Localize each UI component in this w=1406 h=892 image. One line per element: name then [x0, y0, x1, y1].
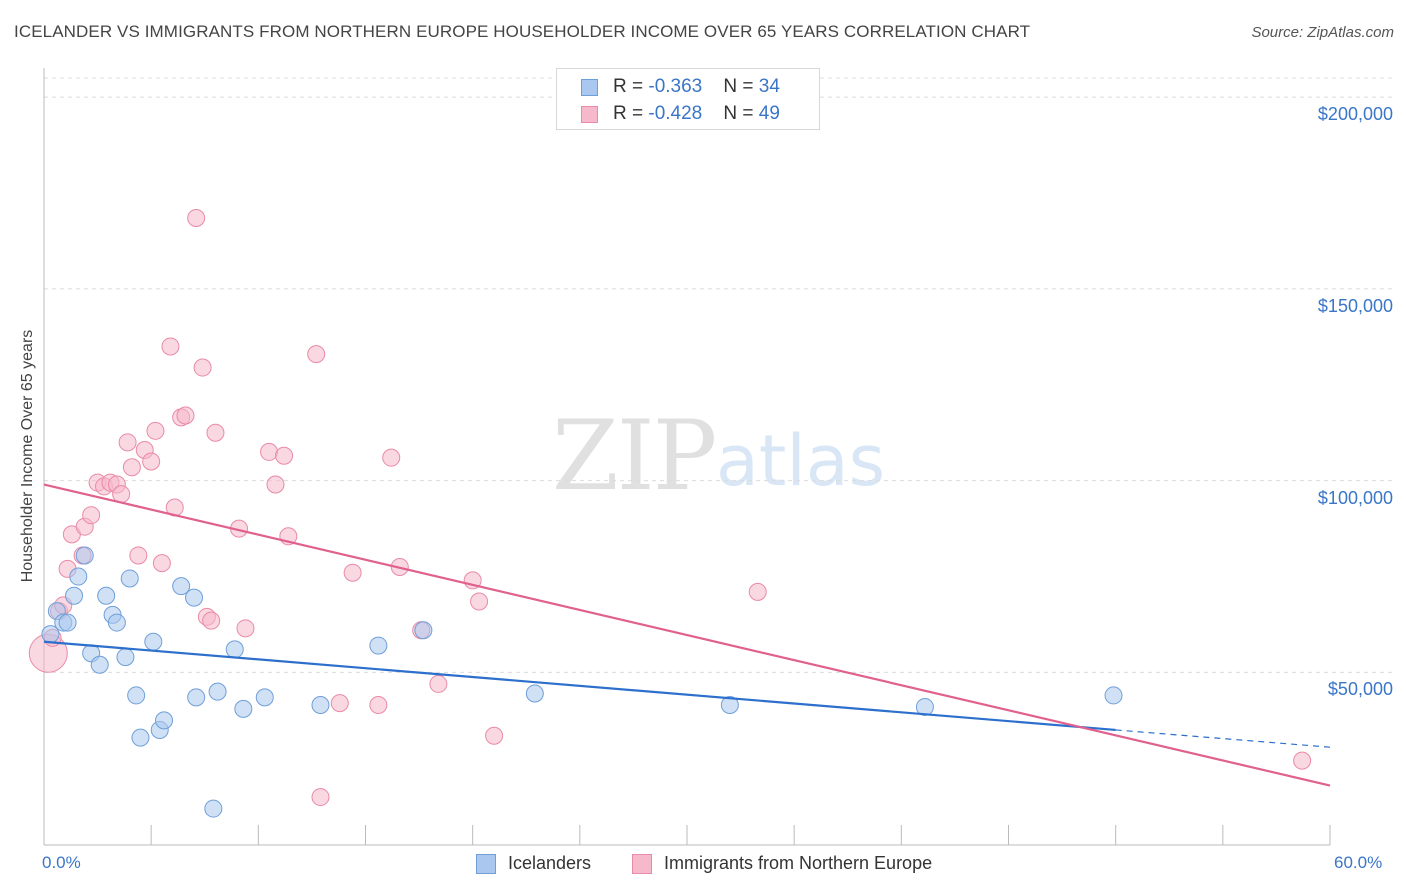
bottom-legend-label-icelanders: Icelanders: [508, 853, 592, 873]
pink-point: [748, 582, 767, 601]
pink-point: [330, 694, 349, 713]
y-tick-label: $50,000: [1327, 679, 1393, 700]
blue-point: [131, 728, 150, 747]
y-tick-label: $100,000: [1317, 487, 1393, 508]
legend-r-label: R =: [613, 103, 649, 124]
pink-point: [485, 726, 504, 745]
icelanders-trend-line: [43, 640, 1116, 732]
watermark-zip: ZIP: [552, 400, 717, 512]
blue-point: [127, 686, 146, 705]
pink-point: [187, 208, 206, 227]
pink-point: [470, 592, 489, 611]
blue-point: [120, 569, 139, 588]
pink-point: [129, 546, 148, 565]
blue-point: [311, 696, 330, 715]
pink-point: [307, 345, 326, 364]
blue-point: [234, 699, 253, 718]
blue-point: [208, 682, 227, 701]
pink-point: [112, 485, 131, 504]
blue-point: [90, 655, 109, 674]
blue-point: [369, 636, 388, 655]
grid-layer: [44, 77, 1394, 673]
pink-point: [260, 442, 279, 461]
legend-n-value-immigrants: 49: [758, 103, 780, 124]
blue-point: [65, 586, 84, 605]
blue-points-layer: [41, 546, 1123, 818]
chart-source: Source: ZipAtlas.com: [1251, 24, 1394, 41]
blue-point: [525, 684, 544, 703]
blue-point: [58, 613, 77, 632]
blue-point: [187, 688, 206, 707]
pink-point: [161, 337, 180, 356]
blue-point: [116, 648, 135, 667]
blue-point: [225, 640, 244, 659]
blue-point: [172, 577, 191, 596]
immigrants-trend-line: [43, 483, 1331, 787]
pink-point: [343, 563, 362, 582]
pink-point: [311, 788, 330, 807]
pink-point: [202, 611, 221, 630]
legend-n-value-icelanders: 34: [758, 76, 780, 97]
pink-point: [122, 458, 141, 477]
legend-n-label: N =: [723, 76, 759, 97]
y-axis-label: Householder Income Over 65 years: [19, 329, 36, 583]
blue-point: [414, 621, 433, 640]
x-tick-label-min: 0.0%: [42, 853, 81, 872]
blue-point: [185, 588, 204, 607]
icelanders-trend-extension: [1115, 729, 1331, 748]
pink-point: [152, 554, 171, 573]
pink-points-layer: [28, 208, 1312, 807]
pink-point: [1293, 751, 1312, 770]
pink-point: [193, 358, 212, 377]
pink-point: [382, 448, 401, 467]
y-tick-label: $150,000: [1317, 295, 1393, 316]
chart-title: ICELANDER VS IMMIGRANTS FROM NORTHERN EU…: [14, 22, 1031, 41]
blue-point: [915, 697, 934, 716]
blue-point: [107, 613, 126, 632]
legend-r-value-icelanders: -0.363: [648, 76, 703, 97]
blue-point: [97, 586, 116, 605]
blue-point: [144, 632, 163, 651]
pink-point: [176, 406, 195, 425]
legend-r-label: R =: [613, 76, 649, 97]
axis-layer: [43, 68, 1331, 846]
pink-swatch-icon: [581, 106, 598, 123]
pink-point: [429, 674, 448, 693]
trend-layer: [43, 483, 1331, 787]
pink-point: [118, 433, 137, 452]
y-tick-label: $200,000: [1317, 104, 1393, 125]
blue-point: [155, 711, 174, 730]
blue-point: [69, 567, 88, 586]
blue-point: [255, 688, 274, 707]
blue-swatch-icon: [476, 854, 496, 874]
bottom-legend-label-immigrants: Immigrants from Northern Europe: [664, 853, 933, 873]
pink-point: [369, 696, 388, 715]
pink-point: [236, 619, 255, 638]
legend-r-value-immigrants: -0.428: [648, 103, 703, 124]
blue-point: [1104, 686, 1123, 705]
blue-point: [75, 546, 94, 565]
blue-swatch-icon: [581, 79, 598, 96]
x-tick-label-max: 60.0%: [1334, 853, 1383, 872]
pink-point: [146, 421, 165, 440]
pink-point: [206, 423, 225, 442]
pink-point: [82, 506, 101, 525]
pink-point: [266, 475, 285, 494]
pink-point: [142, 452, 161, 471]
correlation-legend: R = -0.363 N = 34 R = -0.428 N = 49: [556, 68, 820, 130]
legend-n-label: N =: [723, 103, 759, 124]
watermark-atlas: atlas: [716, 420, 886, 502]
pink-point: [275, 446, 294, 465]
blue-point: [720, 696, 739, 715]
blue-point: [204, 799, 223, 818]
pink-swatch-icon: [632, 854, 652, 874]
